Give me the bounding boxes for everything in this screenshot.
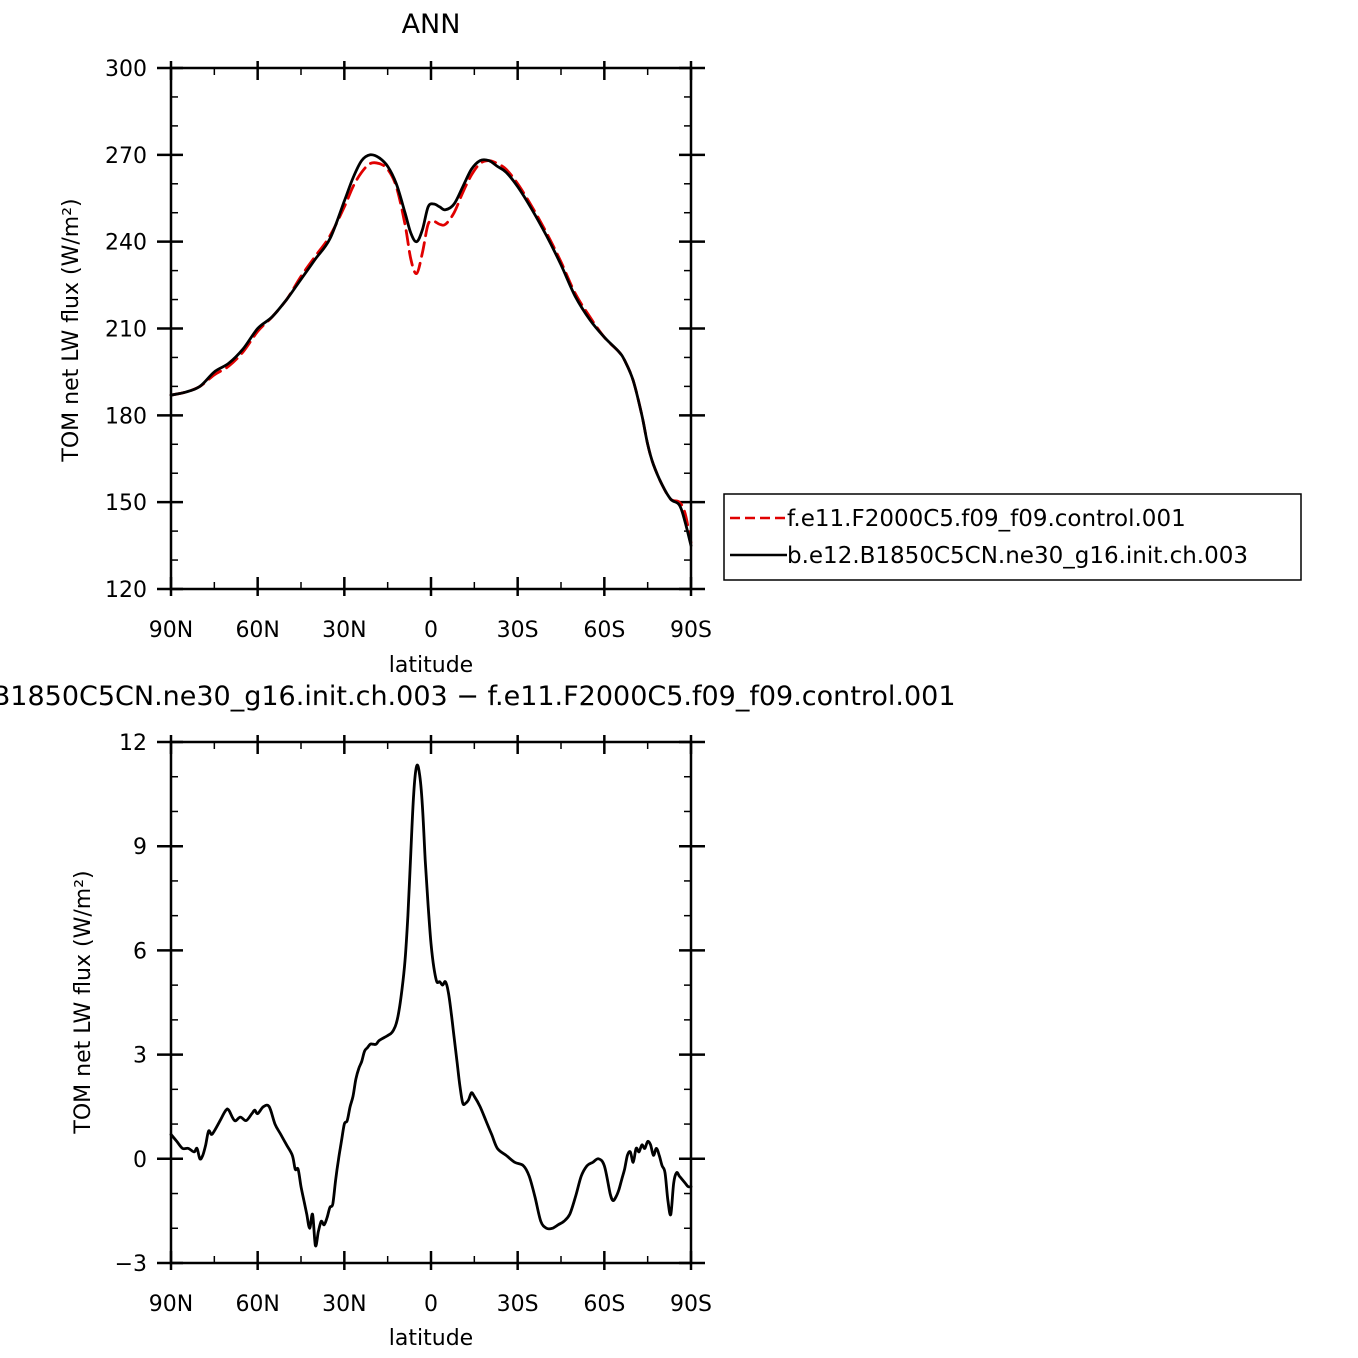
y-tick-label: 210 — [105, 318, 147, 343]
y-axis-label: TOM net LW flux (W/m²) — [59, 198, 84, 462]
x-tick-label: 90N — [149, 1292, 193, 1317]
series-line-b1850-ch003 — [169, 153, 693, 547]
legend-box — [723, 493, 1302, 581]
x-tick-label: 30N — [322, 1292, 366, 1317]
y-axis-label: TOM net LW flux (W/m²) — [71, 870, 96, 1134]
bottom-chart: b.e12.B1850C5CN.ne30_g16.init.ch.003 − f… — [0, 681, 956, 1351]
plot-frame — [169, 66, 693, 591]
y-tick-label: 3 — [133, 1044, 147, 1069]
y-tick-label: 240 — [105, 231, 147, 256]
x-tick-label: 30N — [322, 618, 366, 643]
chart-title: ANN — [402, 9, 461, 40]
y-tick-label: 120 — [105, 578, 147, 603]
y-tick-label: 150 — [105, 491, 147, 516]
chart-title-difference: b.e12.B1850C5CN.ne30_g16.init.ch.003 − f… — [0, 681, 956, 712]
legend-label-control: f.e11.F2000C5.f09_f09.control.001 — [787, 506, 1186, 532]
y-tick-label: 180 — [105, 404, 147, 429]
y-tick-label: 9 — [133, 835, 147, 860]
x-tick-label: 30S — [497, 1292, 539, 1317]
y-tick-label: 300 — [105, 57, 147, 82]
top-chart: ANN TOM net LW flux (W/m²) latitude 90N 6… — [59, 9, 712, 678]
plot-frame — [169, 740, 693, 1265]
x-tick-label: 60N — [235, 618, 279, 643]
series-line-difference — [169, 763, 693, 1248]
x-tick-label: 30S — [497, 618, 539, 643]
x-tick-label: 60S — [583, 1292, 625, 1317]
y-tick-label: −3 — [115, 1252, 147, 1277]
y-tick-label: 270 — [105, 144, 147, 169]
x-axis-label: latitude — [389, 653, 473, 678]
x-tick-label: 90S — [670, 618, 712, 643]
y-tick-label: 12 — [119, 731, 147, 756]
x-tick-label: 90S — [670, 1292, 712, 1317]
legend: f.e11.F2000C5.f09_f09.control.001 b.e12.… — [723, 493, 1302, 581]
x-tick-label: 60S — [583, 618, 625, 643]
y-tick-label: 6 — [133, 939, 147, 964]
x-axis-label: latitude — [389, 1326, 473, 1351]
y-tick-label: 0 — [133, 1148, 147, 1173]
x-tick-label: 0 — [424, 618, 438, 643]
x-tick-label: 60N — [235, 1292, 279, 1317]
x-tick-label: 90N — [149, 618, 193, 643]
x-tick-label: 0 — [424, 1292, 438, 1317]
legend-label-b1850: b.e12.B1850C5CN.ne30_g16.init.ch.003 — [787, 543, 1248, 569]
series-line-control-001 — [169, 159, 693, 545]
